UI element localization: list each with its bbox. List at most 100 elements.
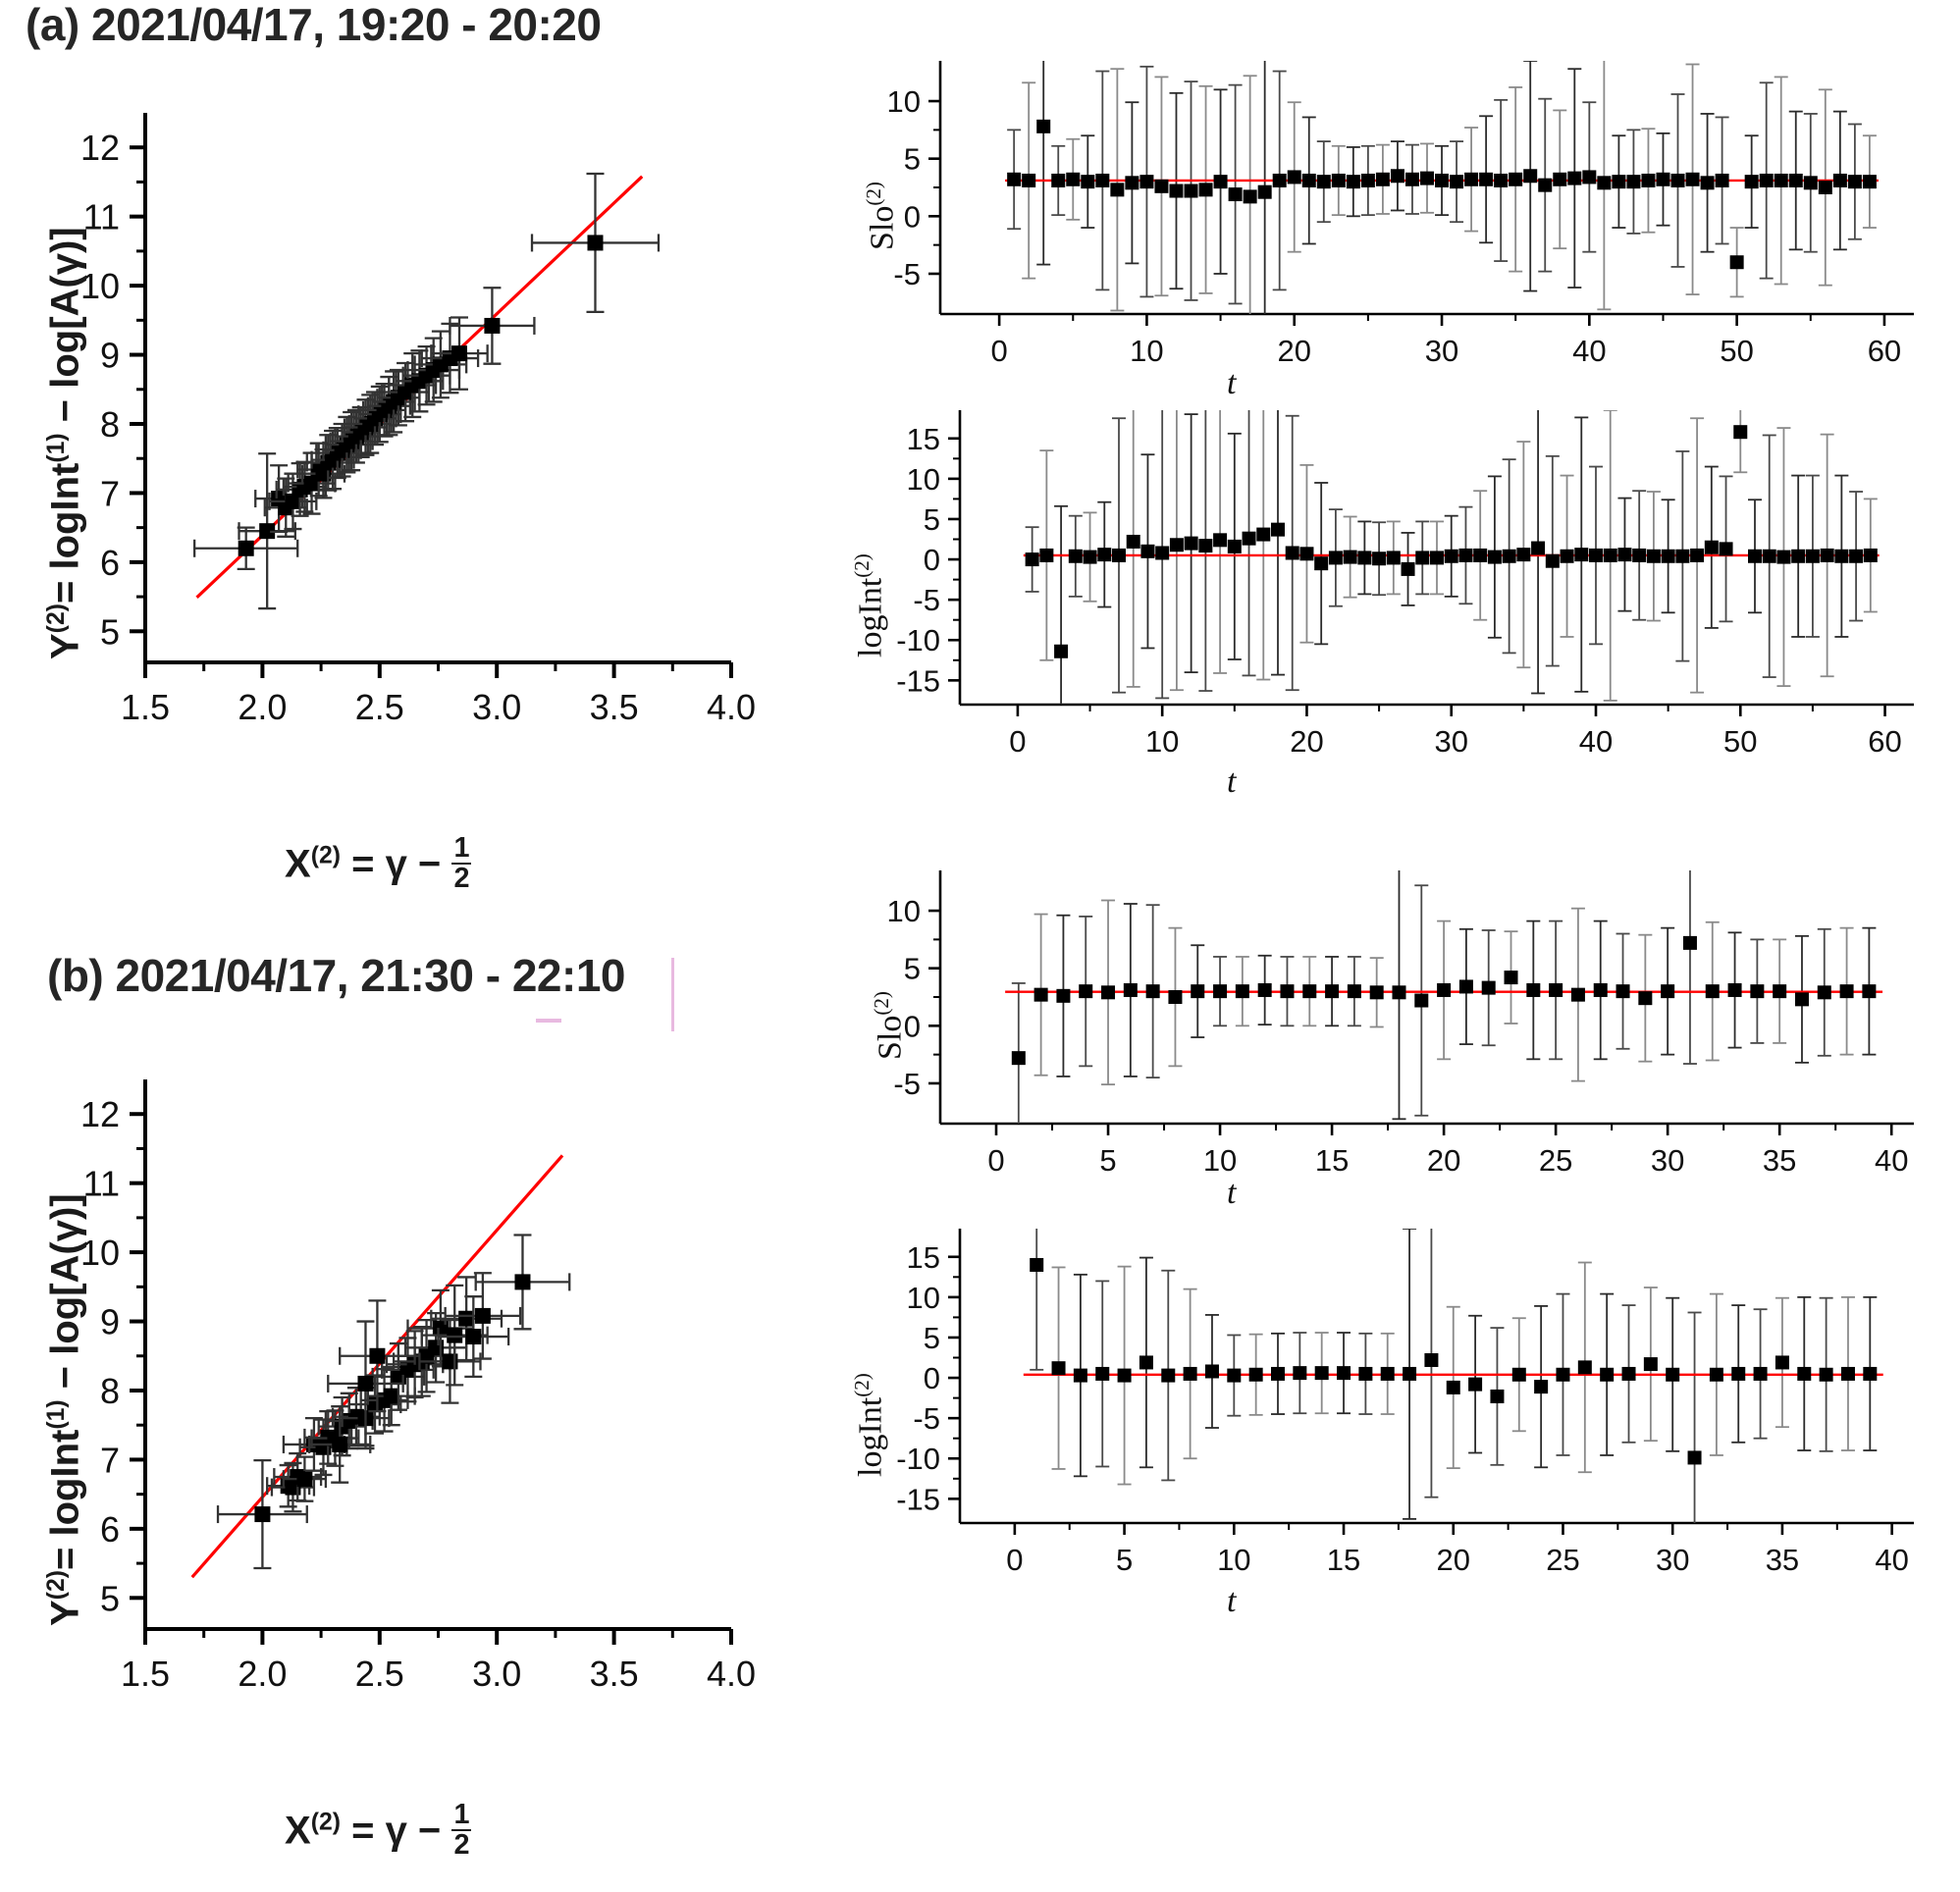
svg-text:1.5: 1.5 — [121, 1654, 170, 1694]
svg-text:10: 10 — [887, 894, 921, 928]
svg-text:50: 50 — [1723, 724, 1757, 759]
panel-a-scatter-ylabel: Y(2)= logInt(1) − log[A(γ)] — [43, 227, 87, 659]
svg-text:2.0: 2.0 — [238, 1654, 287, 1694]
svg-text:35: 35 — [1766, 1543, 1799, 1577]
svg-text:10: 10 — [80, 266, 120, 306]
svg-text:20: 20 — [1437, 1543, 1470, 1577]
svg-text:12: 12 — [80, 128, 120, 168]
panel-a: (a) 2021/04/17, 19:20 - 20:20 Y(2)= logI… — [0, 0, 1960, 913]
panel-a-logint-canvas: 0 10 20 30 40 50 60 -15 -10 -5 0 5 10 15 — [896, 410, 1914, 759]
svg-text:7: 7 — [100, 473, 120, 513]
svg-text:0: 0 — [1009, 724, 1026, 759]
svg-text:12: 12 — [80, 1094, 120, 1134]
panel-a-slope-canvas: 0 10 20 30 40 50 60 -5 0 5 10 — [887, 61, 1914, 368]
panel-b-slope-canvas: 0 5 10 15 20 25 30 35 40 -5 0 5 10 — [887, 870, 1914, 1178]
svg-text:40: 40 — [1875, 1143, 1908, 1178]
svg-text:35: 35 — [1763, 1143, 1796, 1178]
panel-b-scatter-ylabel: Y(2)= logInt(1) − log[A(γ)] — [43, 1193, 87, 1626]
svg-text:4.0: 4.0 — [707, 687, 756, 727]
svg-text:5: 5 — [1099, 1143, 1116, 1178]
svg-text:1.5: 1.5 — [121, 687, 170, 727]
underline-artifact — [536, 1019, 561, 1023]
svg-text:60: 60 — [1868, 724, 1901, 759]
panel-b-logint: logInt(2) t 0 5 10 15 20 25 30 35 40 -15 -10 -5 0 5 10… — [815, 1207, 1953, 1668]
svg-text:-5: -5 — [913, 1401, 940, 1436]
svg-text:-15: -15 — [896, 1482, 940, 1516]
svg-text:9: 9 — [100, 1302, 120, 1342]
svg-text:10: 10 — [1130, 334, 1163, 368]
panel-a-slope: Slo(2) t 0 10 20 30 40 50 60 -5 0 5 10 — [815, 20, 1953, 432]
panel-a-title: (a) 2021/04/17, 19:20 - 20:20 — [26, 0, 602, 50]
svg-text:40: 40 — [1875, 1543, 1908, 1577]
svg-text:0: 0 — [990, 334, 1007, 368]
svg-text:3.0: 3.0 — [472, 1654, 521, 1694]
svg-text:-10: -10 — [896, 1442, 940, 1476]
svg-text:9: 9 — [100, 336, 120, 376]
svg-text:10: 10 — [1145, 724, 1179, 759]
svg-text:15: 15 — [1327, 1543, 1360, 1577]
svg-text:40: 40 — [1579, 724, 1613, 759]
panel-b-logint-canvas: 0 5 10 15 20 25 30 35 40 -15 -10 -5 0 5 10 15 — [896, 1229, 1914, 1577]
svg-text:10: 10 — [1203, 1143, 1237, 1178]
svg-text:5: 5 — [100, 611, 120, 652]
svg-text:15: 15 — [907, 422, 940, 456]
svg-text:11: 11 — [83, 197, 120, 237]
svg-text:6: 6 — [100, 1509, 120, 1550]
svg-text:20: 20 — [1277, 334, 1310, 368]
svg-text:15: 15 — [1315, 1143, 1349, 1178]
panel-a-scatter-canvas: 1.5 2.0 2.5 3.0 3.5 4.0 5 6 7 8 9 10 11 12 — [80, 113, 756, 727]
svg-text:-10: -10 — [896, 623, 940, 657]
panel-a-scatter: Y(2)= logInt(1) − log[A(γ)] X(2) = γ − 1… — [0, 59, 785, 913]
panel-b-slope-xlabel: t — [1227, 1175, 1237, 1211]
svg-text:40: 40 — [1572, 334, 1606, 368]
svg-text:-5: -5 — [893, 1067, 921, 1101]
svg-text:0: 0 — [1006, 1543, 1023, 1577]
panel-b-title: (b) 2021/04/17, 21:30 - 22:10 — [47, 950, 625, 1001]
svg-text:5: 5 — [924, 502, 940, 537]
panel-a-slope-xlabel: t — [1227, 365, 1237, 401]
svg-text:10: 10 — [907, 1281, 940, 1315]
svg-text:2.5: 2.5 — [355, 1654, 404, 1694]
svg-text:11: 11 — [83, 1164, 120, 1204]
svg-text:25: 25 — [1546, 1543, 1579, 1577]
svg-text:30: 30 — [1651, 1143, 1684, 1178]
svg-text:20: 20 — [1427, 1143, 1460, 1178]
svg-text:5: 5 — [904, 142, 921, 177]
panel-b-slope: Slo(2) t 0 5 10 15 20 25 30 35 40 -5 0 5 10 — [815, 829, 1953, 1241]
svg-text:8: 8 — [100, 1371, 120, 1411]
svg-text:2.5: 2.5 — [355, 687, 404, 727]
svg-text:4.0: 4.0 — [707, 1654, 756, 1694]
svg-text:-5: -5 — [893, 257, 921, 291]
svg-text:6: 6 — [100, 543, 120, 583]
svg-text:0: 0 — [987, 1143, 1004, 1178]
panel-b: (b) 2021/04/17, 21:30 - 22:10 Y(2)= logI… — [0, 870, 1960, 1892]
svg-text:10: 10 — [887, 84, 921, 119]
panel-b-slope-ylabel: Slo(2) — [870, 991, 909, 1060]
svg-text:5: 5 — [924, 1321, 940, 1355]
svg-text:5: 5 — [904, 952, 921, 986]
svg-text:3.5: 3.5 — [590, 687, 639, 727]
svg-text:10: 10 — [1217, 1543, 1250, 1577]
panel-a-slope-ylabel: Slo(2) — [862, 182, 901, 250]
svg-text:30: 30 — [1434, 724, 1467, 759]
panel-a-logint-ylabel: logInt(2) — [850, 553, 889, 657]
svg-text:-5: -5 — [913, 583, 940, 617]
svg-text:0: 0 — [904, 1009, 921, 1043]
text-cursor-artifact — [671, 958, 674, 1031]
svg-text:50: 50 — [1720, 334, 1753, 368]
panel-b-logint-ylabel: logInt(2) — [850, 1373, 889, 1477]
svg-text:0: 0 — [924, 1361, 940, 1395]
svg-text:0: 0 — [924, 543, 940, 577]
svg-text:30: 30 — [1656, 1543, 1689, 1577]
panel-b-scatter: Y(2)= logInt(1) − log[A(γ)] X(2) = γ − 1… — [0, 1025, 785, 1879]
panel-b-scatter-canvas: 1.5 2.0 2.5 3.0 3.5 4.0 5 6 7 8 9 10 11 12 — [80, 1079, 756, 1694]
svg-text:60: 60 — [1868, 334, 1901, 368]
svg-text:2.0: 2.0 — [238, 687, 287, 727]
svg-text:-15: -15 — [896, 663, 940, 698]
panel-a-logint: logInt(2) t 0 10 20 30 40 50 60 -15 -10 -5 0 5 10 15 — [815, 393, 1953, 844]
svg-text:8: 8 — [100, 404, 120, 445]
svg-text:25: 25 — [1539, 1143, 1572, 1178]
svg-text:10: 10 — [80, 1233, 120, 1273]
